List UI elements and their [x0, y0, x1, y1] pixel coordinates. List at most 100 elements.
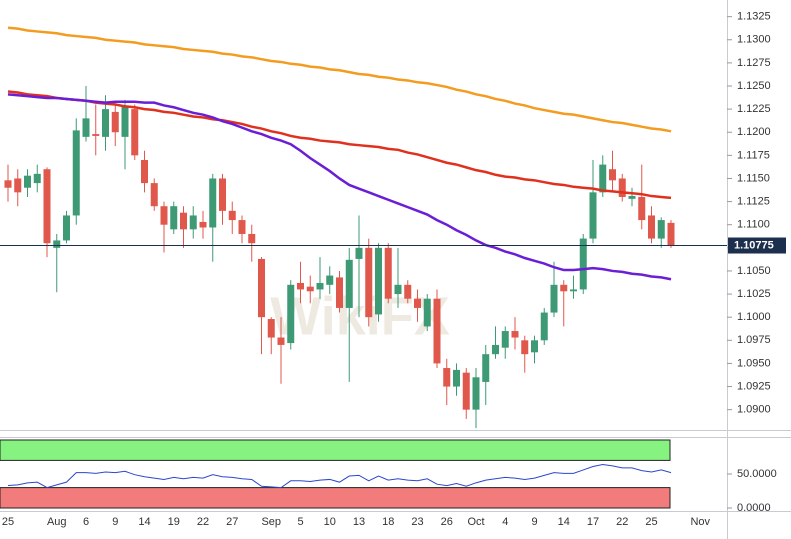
candle-body: [657, 220, 665, 239]
y-tick-label: 1.1225: [737, 103, 771, 115]
x-tick-label: 5: [297, 516, 303, 528]
candle-body: [326, 275, 334, 285]
candle-body: [531, 340, 538, 353]
watermark: WikiFX: [270, 286, 450, 346]
candle-body: [609, 169, 616, 181]
candle-body: [111, 111, 119, 133]
x-tick-label: 10: [324, 516, 336, 528]
x-tick-label: 13: [353, 516, 365, 528]
moving-average-line: [7, 93, 672, 281]
candle-body: [24, 175, 31, 188]
candle-body: [72, 130, 80, 216]
band: [0, 487, 671, 509]
candle-body: [336, 277, 343, 308]
x-tick-label: Sep: [261, 516, 281, 528]
y-tick-label: 1.1325: [737, 11, 771, 23]
candle-body: [160, 206, 168, 225]
candle-body: [540, 312, 548, 341]
candle-body: [423, 298, 431, 327]
candle-body: [4, 180, 12, 188]
candle-body: [238, 220, 246, 234]
candle-body: [63, 215, 70, 241]
last-price-box: [728, 237, 786, 254]
candle-body: [472, 377, 480, 410]
candle-body: [180, 212, 187, 230]
x-tick-label: Aug: [47, 516, 67, 528]
candle-body: [53, 240, 61, 248]
y-tick-label: 1.1275: [737, 57, 771, 69]
x-tick-label: 18: [382, 516, 394, 528]
candle-body: [219, 178, 226, 211]
candle-body: [170, 206, 178, 230]
candle-body: [511, 331, 519, 338]
x-tick-label: 23: [411, 516, 423, 528]
candle-body: [589, 192, 597, 239]
x-tick-label: 26: [441, 516, 453, 528]
y-tick-label: 1.1150: [737, 172, 770, 184]
candle-body: [150, 183, 158, 207]
candle-body: [384, 247, 392, 299]
candle-body: [277, 337, 285, 345]
y-tick-label: 1.0975: [737, 334, 771, 346]
candle-body: [14, 178, 22, 193]
y-tick-label: 0.0000: [737, 502, 771, 514]
candle-body: [375, 247, 382, 315]
indicator-line: [7, 463, 672, 489]
candle-body: [267, 319, 275, 338]
candle-body: [316, 282, 324, 290]
y-tick-label: 1.1100: [737, 219, 770, 231]
x-tick-label: 6: [83, 516, 89, 528]
x-tick-label: 9: [112, 516, 118, 528]
x-tick-label: 9: [531, 516, 537, 528]
x-tick-label: Oct: [467, 516, 484, 528]
candle-body: [628, 196, 636, 199]
candle-body: [189, 215, 197, 230]
y-tick-label: 1.0950: [737, 357, 771, 369]
x-tick-label: 17: [587, 516, 599, 528]
x-tick-label: 27: [226, 516, 238, 528]
candle-body: [345, 259, 353, 308]
candle-body: [355, 247, 363, 259]
moving-average-line: [7, 90, 672, 200]
candle-body: [248, 233, 256, 244]
x-tick-label: 25: [2, 516, 14, 528]
candle-body: [131, 109, 139, 156]
candle-body: [667, 222, 675, 246]
candle-body: [492, 344, 499, 355]
x-tick-label: Nov: [690, 516, 710, 528]
y-tick-label: 1.1300: [737, 34, 771, 46]
candle-body: [258, 258, 265, 318]
moving-average-line: [7, 26, 672, 133]
x-tick-label: 14: [558, 516, 570, 528]
candle-body: [648, 215, 655, 239]
candle-body: [199, 221, 207, 228]
candle-body: [404, 284, 412, 299]
candle-body: [394, 284, 402, 295]
candle-body: [92, 134, 100, 136]
candle-body: [453, 369, 460, 387]
y-tick-label: 1.1025: [737, 288, 771, 300]
candle-body: [501, 331, 509, 348]
candle-body: [521, 340, 529, 355]
y-tick-label: 1.1050: [737, 265, 771, 277]
candle-body: [33, 173, 41, 184]
y-tick-label: 1.1250: [737, 80, 771, 92]
candle-body: [550, 284, 558, 313]
y-tick-label: 1.1000: [737, 311, 771, 323]
candle-body: [43, 169, 51, 244]
y-tick-label: 1.0900: [737, 404, 771, 416]
candle-body: [121, 106, 129, 137]
candle-body: [82, 118, 90, 137]
candle-body: [599, 164, 607, 193]
candle-body: [141, 159, 148, 184]
y-tick-label: 1.1175: [737, 149, 770, 161]
candle-body: [433, 298, 441, 364]
y-tick-label: 1.1125: [737, 195, 770, 207]
candle-body: [287, 284, 295, 344]
candle-body: [638, 196, 646, 221]
candle-body: [414, 298, 421, 308]
y-tick-label: 50.0000: [737, 468, 777, 480]
candle-body: [579, 238, 587, 290]
candle-body: [306, 286, 314, 292]
